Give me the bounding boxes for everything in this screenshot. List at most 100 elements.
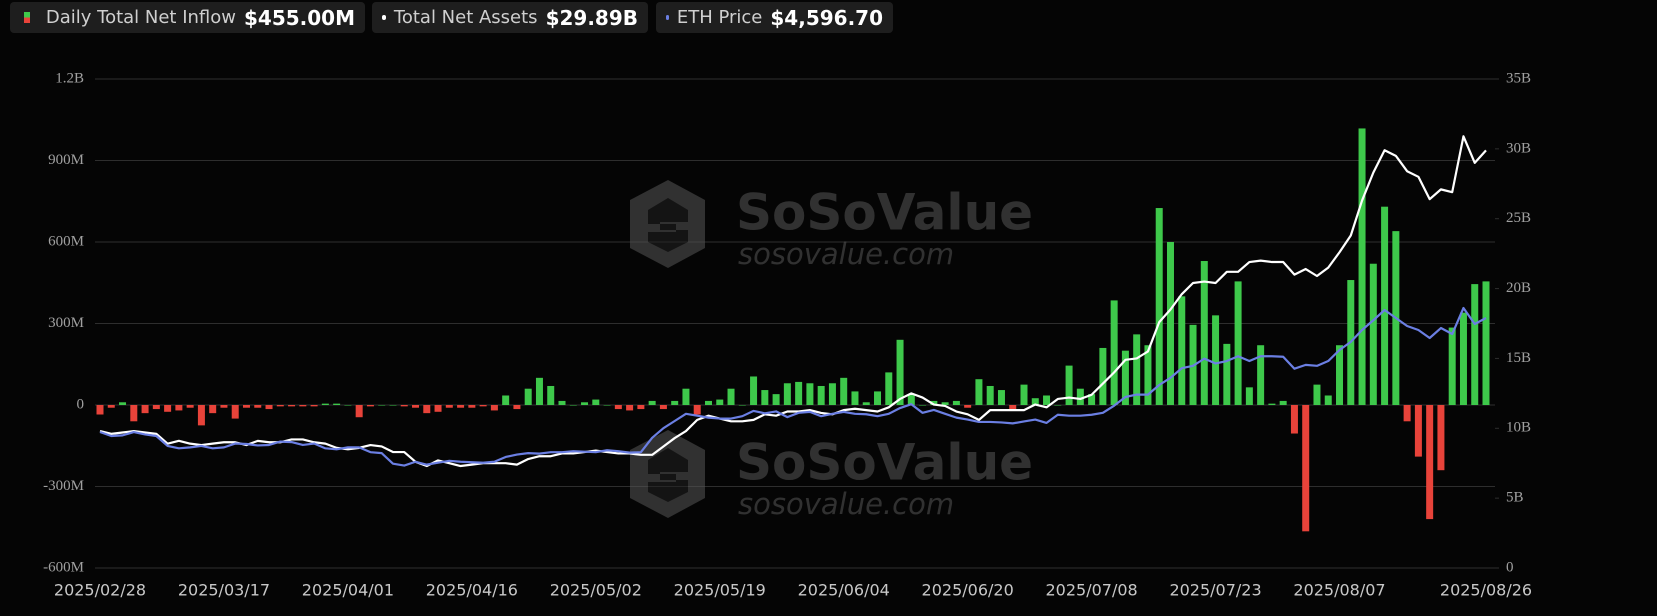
bar xyxy=(209,405,217,414)
bar xyxy=(603,405,611,406)
bar xyxy=(186,405,194,408)
bar xyxy=(96,405,104,415)
bar xyxy=(1268,403,1276,405)
y2-tick-label: 25B xyxy=(1506,210,1531,226)
bar xyxy=(1155,208,1163,405)
bar xyxy=(1471,284,1479,405)
bar xyxy=(333,403,341,405)
bar xyxy=(1121,350,1129,405)
watermark-url: sosovalue.com xyxy=(738,237,954,271)
bar xyxy=(569,405,577,406)
bar xyxy=(1336,345,1344,405)
bar xyxy=(862,402,870,405)
bar xyxy=(1279,400,1287,405)
bar xyxy=(772,394,780,405)
bar xyxy=(1257,345,1265,405)
bar xyxy=(1358,128,1366,405)
bar xyxy=(1076,388,1084,405)
bar xyxy=(1245,387,1253,405)
bar xyxy=(1031,398,1039,405)
x-tick-label: 2025/02/28 xyxy=(54,581,146,600)
bar xyxy=(693,405,701,415)
legend-item[interactable]: Daily Total Net Inflow $455.00M xyxy=(10,2,365,33)
bar xyxy=(952,400,960,405)
legend-icon xyxy=(382,15,386,20)
bar xyxy=(964,405,972,408)
bar xyxy=(1133,334,1141,405)
bar xyxy=(1144,345,1152,405)
watermark-name: SoSoValue xyxy=(736,434,1033,492)
bar xyxy=(1200,261,1208,405)
bar xyxy=(1313,384,1321,405)
bar xyxy=(1043,395,1051,405)
legend-item[interactable]: Total Net Assets $29.89B xyxy=(372,2,648,33)
bar xyxy=(310,405,318,407)
bar xyxy=(874,391,882,405)
bar xyxy=(378,405,386,406)
bar xyxy=(1414,405,1422,457)
bar xyxy=(175,405,183,411)
bar xyxy=(288,405,296,407)
bar xyxy=(919,405,927,406)
bar xyxy=(490,405,498,411)
bar xyxy=(738,405,746,406)
bar xyxy=(524,388,532,405)
bar xyxy=(457,405,465,408)
watermark-name: SoSoValue xyxy=(736,184,1033,242)
bar xyxy=(355,405,363,418)
bar xyxy=(434,405,442,412)
bar xyxy=(389,405,397,406)
bar xyxy=(107,405,115,408)
bar xyxy=(1009,405,1017,411)
bar xyxy=(1166,242,1174,405)
bar xyxy=(558,400,566,405)
bar xyxy=(592,399,600,405)
watermark-icon-inner xyxy=(648,198,688,252)
bar xyxy=(535,377,543,405)
y-tick-label: -300M xyxy=(43,478,84,494)
legend-label: Daily Total Net Inflow xyxy=(45,7,236,28)
y2-tick-label: 10B xyxy=(1506,420,1531,436)
x-tick-label: 2025/07/08 xyxy=(1046,581,1138,600)
x-tick-label: 2025/04/16 xyxy=(426,581,518,600)
bar xyxy=(986,385,994,405)
bar xyxy=(1459,312,1467,405)
bar xyxy=(197,405,205,426)
bar xyxy=(468,405,476,408)
bar xyxy=(1212,315,1220,405)
bar xyxy=(1426,405,1434,520)
bar xyxy=(479,405,487,407)
bar xyxy=(1020,384,1028,405)
bar xyxy=(366,405,374,407)
y-tick-label: 300M xyxy=(48,315,84,331)
legend-value: $29.89B xyxy=(545,5,638,30)
bar xyxy=(659,405,667,410)
bar xyxy=(783,383,791,405)
y2-tick-label: 15B xyxy=(1506,350,1531,366)
bar xyxy=(1369,263,1377,405)
bar xyxy=(1088,394,1096,405)
x-tick-label: 2025/04/01 xyxy=(302,581,394,600)
line xyxy=(99,135,1487,468)
bar xyxy=(513,405,521,410)
x-tick-label: 2025/05/02 xyxy=(550,581,642,600)
bar xyxy=(907,394,915,405)
bar xyxy=(152,405,160,410)
bar xyxy=(400,405,408,407)
bar xyxy=(750,376,758,405)
bar xyxy=(828,383,836,405)
bar xyxy=(1178,296,1186,405)
bar xyxy=(1223,343,1231,405)
bar xyxy=(1065,365,1073,405)
bar xyxy=(817,385,825,405)
bar xyxy=(119,402,127,405)
bar xyxy=(896,339,904,405)
bar xyxy=(727,388,735,405)
legend-item[interactable]: ETH Price $4,596.70 xyxy=(656,2,893,33)
bar xyxy=(265,405,273,410)
bar xyxy=(997,390,1005,405)
bar xyxy=(1234,281,1242,405)
legend-value: $455.00M xyxy=(244,5,355,30)
